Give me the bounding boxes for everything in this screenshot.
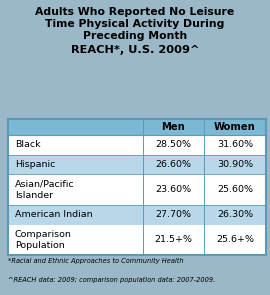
Text: 31.60%: 31.60%	[217, 140, 253, 150]
Text: 30.90%: 30.90%	[217, 160, 253, 169]
Text: REACH*, U.S. 2009^: REACH*, U.S. 2009^	[71, 45, 199, 55]
Text: American Indian: American Indian	[15, 210, 92, 219]
Bar	[8, 135, 266, 155]
Text: Time Physical Activity During: Time Physical Activity During	[45, 19, 225, 29]
Text: Preceding Month: Preceding Month	[83, 31, 187, 41]
Bar	[8, 119, 266, 255]
Text: 25.60%: 25.60%	[217, 185, 253, 194]
Text: *Racial and Ethnic Approaches to Community Health: *Racial and Ethnic Approaches to Communi…	[8, 258, 184, 264]
Text: 26.30%: 26.30%	[217, 210, 253, 219]
Text: Hispanic: Hispanic	[15, 160, 55, 169]
Text: Women: Women	[214, 122, 256, 132]
Bar	[8, 119, 266, 135]
Text: Asian/Pacific
Islander: Asian/Pacific Islander	[15, 180, 75, 200]
Text: Comparison
Population: Comparison Population	[15, 230, 72, 250]
Bar	[8, 174, 266, 205]
Text: ^REACH data: 2009; comparison population data: 2007-2009.: ^REACH data: 2009; comparison population…	[8, 277, 215, 283]
Bar	[8, 155, 266, 174]
Text: 23.60%: 23.60%	[156, 185, 191, 194]
Text: 25.6+%: 25.6+%	[216, 235, 254, 245]
Bar	[8, 225, 266, 255]
Text: Adults Who Reported No Leisure: Adults Who Reported No Leisure	[35, 7, 235, 17]
Bar	[8, 119, 266, 255]
Text: Black: Black	[15, 140, 40, 150]
Bar	[8, 205, 266, 225]
Text: 27.70%: 27.70%	[156, 210, 191, 219]
Text: 26.60%: 26.60%	[156, 160, 191, 169]
Text: 28.50%: 28.50%	[156, 140, 191, 150]
Text: Men: Men	[162, 122, 185, 132]
Text: 21.5+%: 21.5+%	[154, 235, 193, 245]
